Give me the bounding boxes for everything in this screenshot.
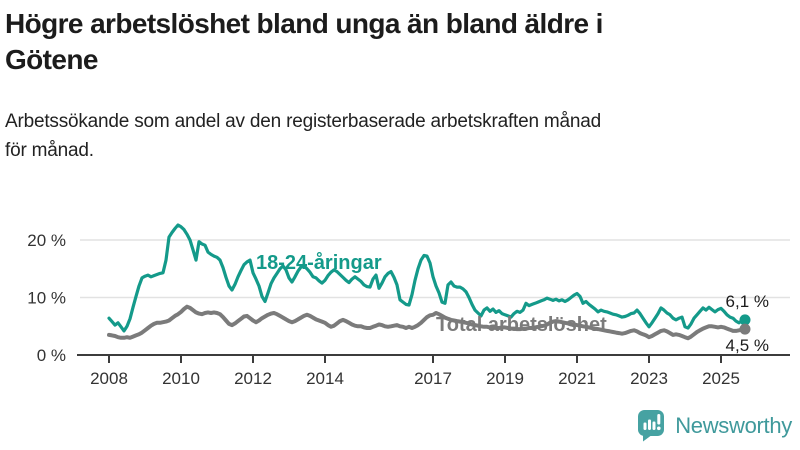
x-tick-label-2019: 2019 bbox=[486, 369, 524, 388]
youth-series-label: 18-24-åringar bbox=[256, 251, 382, 274]
total-series-line bbox=[107, 304, 747, 341]
total-end-value-label: 4,5 % bbox=[726, 336, 769, 355]
total-series-label: Total arbetslöshet bbox=[436, 314, 607, 336]
x-tick-label-2025: 2025 bbox=[702, 369, 740, 388]
x-tick-label-2010: 2010 bbox=[162, 369, 200, 388]
youth-series-line bbox=[107, 223, 747, 333]
x-tick-label-2008: 2008 bbox=[90, 369, 128, 388]
youth-end-dot bbox=[739, 314, 751, 326]
newsworthy-logo: Newsworthy bbox=[637, 409, 792, 442]
chart-header: Högre arbetslöshet bland unga än bland ä… bbox=[5, 6, 785, 166]
total-end-dot bbox=[739, 323, 751, 335]
y-tick-label-0: 0 % bbox=[37, 346, 66, 365]
youth-end-value-label: 6,1 % bbox=[726, 292, 769, 311]
x-tick-label-2014: 2014 bbox=[306, 369, 344, 388]
brand-wordmark: Newsworthy bbox=[675, 412, 792, 438]
y-tick-label-10: 10 % bbox=[27, 289, 66, 308]
chart-subtitle: Arbetssökande som andel av den registerb… bbox=[5, 110, 602, 162]
x-tick-label-2017: 2017 bbox=[414, 369, 452, 388]
x-tick-label-2021: 2021 bbox=[558, 369, 596, 388]
x-tick-label-2012: 2012 bbox=[234, 369, 272, 388]
y-tick-label-20: 20 % bbox=[27, 231, 66, 250]
x-tick-label-2023: 2023 bbox=[630, 369, 668, 388]
page-title: Högre arbetslöshet bland unga än bland ä… bbox=[5, 8, 603, 76]
bar-chart-speech-bubble-icon bbox=[638, 410, 665, 442]
